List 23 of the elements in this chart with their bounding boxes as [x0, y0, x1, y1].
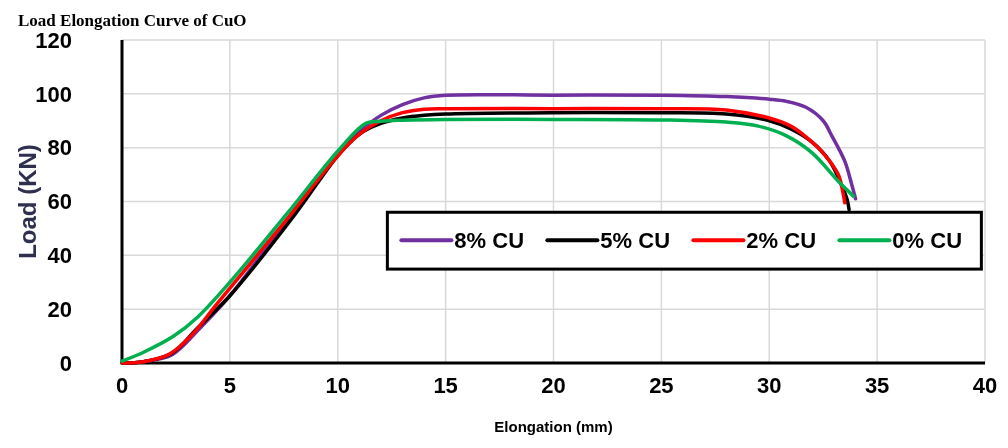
- x-tick-label: 0: [115, 373, 129, 398]
- x-tick-label: 40: [972, 373, 998, 398]
- x-tick-label: 35: [864, 373, 890, 398]
- legend-label: 0% CU: [892, 227, 963, 253]
- x-tick-label: 15: [433, 373, 458, 398]
- x-tick-label: 10: [325, 373, 350, 398]
- y-tick-label: 20: [47, 296, 72, 322]
- chart-title: Load Elongation Curve of CuO: [18, 11, 247, 30]
- x-tick-label: 5: [223, 373, 236, 398]
- y-tick-label: 100: [35, 81, 72, 107]
- x-axis-title: Elongation (mm): [494, 418, 613, 435]
- y-tick-label: 60: [47, 189, 72, 215]
- y-tick-label: 0: [59, 350, 72, 376]
- legend-label: 5% CU: [600, 227, 671, 253]
- legend-label: 8% CU: [454, 227, 525, 253]
- x-tick-label: 20: [541, 373, 566, 398]
- y-axis-title: Load (KN): [14, 144, 41, 259]
- y-tick-label: 120: [35, 27, 72, 53]
- legend-label: 2% CU: [746, 227, 817, 253]
- y-tick-label: 80: [47, 135, 72, 161]
- x-tick-label: 30: [757, 373, 782, 398]
- y-tick-label: 40: [47, 243, 72, 269]
- x-tick-label: 25: [649, 373, 674, 398]
